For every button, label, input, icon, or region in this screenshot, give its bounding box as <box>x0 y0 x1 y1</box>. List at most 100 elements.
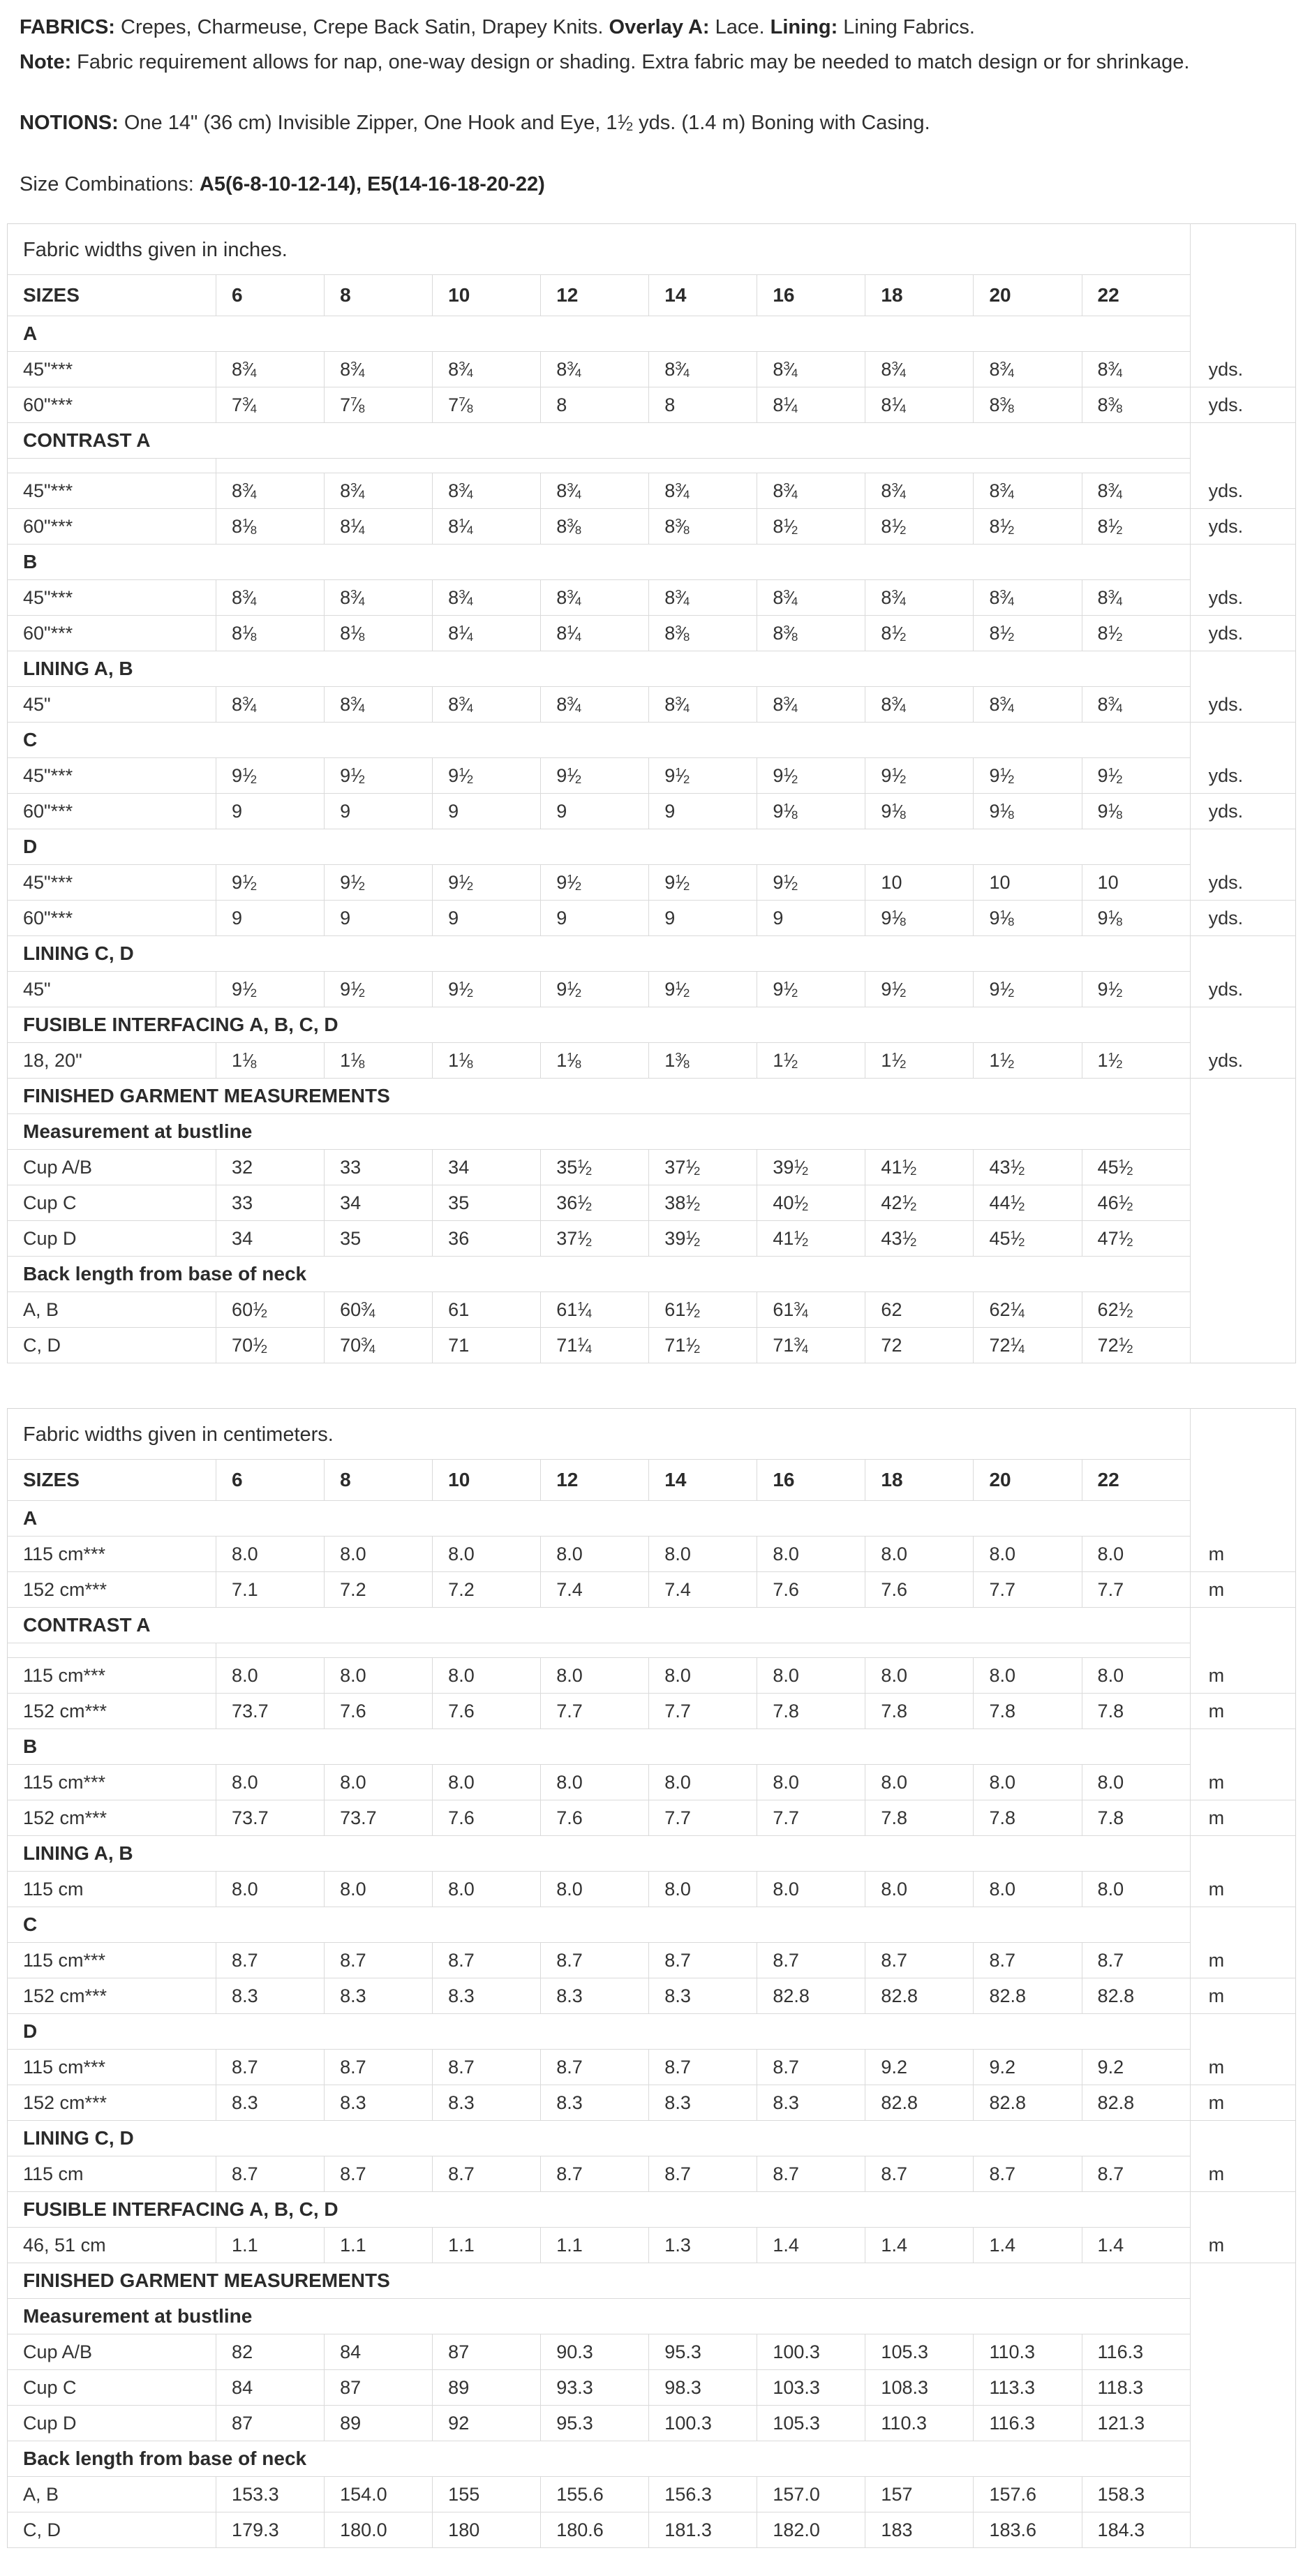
section-header: LINING A, B <box>7 1835 1191 1872</box>
fraction: 3⁄4 <box>350 587 366 608</box>
fraction: 3⁄4 <box>361 1299 376 1320</box>
value-cell: 179.3 <box>216 2512 325 2548</box>
value-cell: 83⁄4 <box>648 686 757 723</box>
unit-cell <box>1189 2013 1296 2050</box>
data-row: 60"*** 73⁄4 77⁄8 77⁄8 8 8 81⁄4 81⁄4 83⁄8 83⁄8 yds. <box>7 387 1296 423</box>
value-cell: 8.7 <box>973 1942 1082 1978</box>
row-label: 60"*** <box>7 508 216 545</box>
value-cell: 7.1 <box>216 1571 325 1608</box>
data-row: Cup A/B 32 33 34 351⁄2 371⁄2 391⁄2 411⁄2 431⁄2 45… <box>7 1149 1296 1185</box>
fraction: 1⁄2 <box>1108 979 1123 1000</box>
value-cell: 7.4 <box>648 1571 757 1608</box>
value-cell: 90.3 <box>540 2334 649 2370</box>
column-header: 20 <box>973 274 1082 316</box>
value-cell: 83⁄4 <box>432 686 541 723</box>
value-cell: 108.3 <box>865 2369 974 2406</box>
value-cell: 391⁄2 <box>648 1220 757 1257</box>
empty-row <box>7 458 1296 473</box>
value-cell: 8.0 <box>1081 1657 1191 1694</box>
fraction: 1⁄2 <box>577 1192 593 1213</box>
value-cell: 8.0 <box>648 1536 757 1572</box>
value-cell: 83⁄4 <box>973 473 1082 509</box>
fraction: 1⁄2 <box>902 1157 917 1178</box>
fraction: 1⁄4 <box>577 1335 593 1356</box>
section-header: Back length from base of neck <box>7 2441 1191 2477</box>
value-cell: 81⁄8 <box>216 615 325 651</box>
fraction: 1⁄2 <box>685 1335 701 1356</box>
fraction: 1⁄2 <box>891 516 907 537</box>
unit-cell <box>1189 2298 1296 2334</box>
fraction: 1⁄2 <box>577 1157 593 1178</box>
value-cell: 83⁄4 <box>865 473 974 509</box>
value-cell: 89 <box>324 2405 433 2441</box>
fraction: 1⁄2 <box>783 765 798 786</box>
fraction: 1⁄4 <box>459 623 474 644</box>
unit-cell: m <box>1189 2227 1296 2263</box>
data-row: 115 cm*** 8.7 8.7 8.7 8.7 8.7 8.7 8.7 8.7 8.7 m <box>7 1942 1296 1978</box>
value-cell: 9 <box>540 900 649 936</box>
unit-cell <box>1189 1607 1296 1643</box>
fraction: 1⁄2 <box>350 979 366 1000</box>
row-label: 45"*** <box>7 473 216 509</box>
value-cell: 105.3 <box>865 2334 974 2370</box>
value-cell: 8.7 <box>540 2049 649 2085</box>
value-cell: 621⁄4 <box>973 1291 1082 1328</box>
value-cell: 84 <box>216 2369 325 2406</box>
value-cell: 100.3 <box>757 2334 865 2370</box>
fraction: 3⁄4 <box>459 587 474 608</box>
value-cell: 91⁄2 <box>757 757 865 794</box>
value-cell: 8.3 <box>648 2085 757 2121</box>
value-cell: 180.6 <box>540 2512 649 2548</box>
unit-cell: yds. <box>1189 615 1296 651</box>
value-cell: 36 <box>432 1220 541 1257</box>
column-header: 22 <box>1081 1459 1191 1501</box>
fraction: 1⁄2 <box>567 765 582 786</box>
fraction: 1⁄2 <box>675 872 690 893</box>
value-cell: 91⁄2 <box>324 971 433 1007</box>
value-cell: 81⁄2 <box>865 508 974 545</box>
value-cell: 8.0 <box>216 1764 325 1800</box>
column-header: 10 <box>432 1459 541 1501</box>
unit-cell <box>1189 1113 1296 1150</box>
fraction: 3⁄4 <box>675 359 690 380</box>
value-cell: 8.0 <box>1081 1536 1191 1572</box>
unit-cell <box>1189 2369 1296 2406</box>
unit-cell <box>1189 1907 1296 1943</box>
value-cell: 391⁄2 <box>757 1149 865 1185</box>
fabric-widths-centimeters-table: Fabric widths given in centimeters. SIZES… <box>7 1408 1296 2548</box>
value-cell: 83⁄4 <box>648 351 757 387</box>
value-cell: 81⁄4 <box>865 387 974 423</box>
value-cell: 91⁄8 <box>973 793 1082 829</box>
value-cell: 81⁄8 <box>324 615 433 651</box>
value-cell: 91⁄2 <box>324 864 433 901</box>
fraction: 1⁄2 <box>685 1192 701 1213</box>
value-cell: 91⁄2 <box>648 971 757 1007</box>
column-header: 16 <box>757 274 865 316</box>
notions-line: NOTIONS: One 14" (36 cm) Invisible Zippe… <box>20 108 1296 139</box>
empty-cell <box>216 1643 1191 1658</box>
data-row: 152 cm*** 73.7 7.6 7.6 7.7 7.7 7.8 7.8 7.8 7.8 m <box>7 1693 1296 1729</box>
column-header: 8 <box>324 1459 433 1501</box>
value-cell: 711⁄4 <box>540 1327 649 1363</box>
value-cell: 7.2 <box>324 1571 433 1608</box>
column-header: 14 <box>648 1459 757 1501</box>
value-cell: 441⁄2 <box>973 1185 1082 1221</box>
row-label: 152 cm*** <box>7 1571 216 1608</box>
fraction: 1⁄2 <box>891 1050 907 1071</box>
value-cell: 611⁄2 <box>648 1291 757 1328</box>
value-cell: 8.3 <box>216 2085 325 2121</box>
value-cell: 77⁄8 <box>432 387 541 423</box>
value-cell: 93.3 <box>540 2369 649 2406</box>
value-cell: 8.0 <box>324 1871 433 1907</box>
unit-cell <box>1189 2512 1296 2548</box>
section-header: A <box>7 1500 1191 1537</box>
fabrics-label: FABRICS: <box>20 16 115 38</box>
value-cell: 621⁄2 <box>1081 1291 1191 1328</box>
value-cell: 7.2 <box>432 1571 541 1608</box>
value-cell: 8.7 <box>540 2156 649 2192</box>
section-header: FINISHED GARMENT MEASUREMENTS <box>7 1078 1191 1114</box>
value-cell: 8.7 <box>216 2049 325 2085</box>
value-cell: 9.2 <box>865 2049 974 2085</box>
value-cell: 8.0 <box>865 1871 974 1907</box>
value-cell: 83⁄4 <box>1081 579 1191 616</box>
